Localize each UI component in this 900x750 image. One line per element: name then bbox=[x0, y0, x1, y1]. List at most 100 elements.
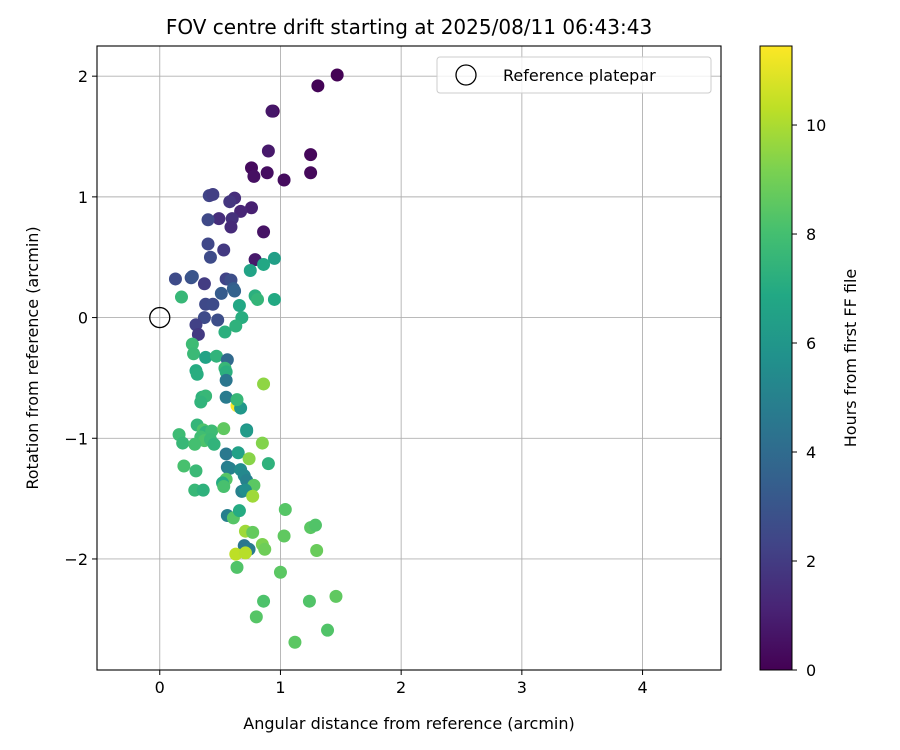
data-point bbox=[246, 525, 260, 539]
chart-title: FOV centre drift starting at 2025/08/11 … bbox=[166, 15, 652, 39]
data-point bbox=[209, 349, 223, 363]
data-point bbox=[265, 104, 279, 118]
data-point bbox=[231, 446, 245, 460]
data-point bbox=[177, 459, 191, 473]
data-point bbox=[191, 327, 205, 341]
colorbar-tick-label: 8 bbox=[806, 225, 816, 244]
colorbar: 0 2 4 6 8 10 Hours from first FF file bbox=[759, 45, 860, 680]
data-point bbox=[168, 272, 182, 286]
data-point bbox=[206, 187, 220, 201]
data-point bbox=[273, 565, 287, 579]
data-point bbox=[243, 263, 257, 277]
data-point bbox=[240, 424, 254, 438]
data-point bbox=[246, 489, 260, 503]
data-point bbox=[201, 213, 215, 227]
data-point bbox=[267, 292, 281, 306]
x-tick-label: 3 bbox=[517, 678, 527, 697]
x-tick-label: 4 bbox=[637, 678, 647, 697]
data-point bbox=[249, 610, 263, 624]
data-point bbox=[201, 237, 215, 251]
data-point bbox=[207, 437, 221, 451]
legend-box bbox=[436, 56, 712, 94]
data-point bbox=[174, 290, 188, 304]
data-point bbox=[251, 292, 265, 306]
x-tick-label: 0 bbox=[155, 678, 165, 697]
data-point bbox=[212, 212, 226, 226]
data-point bbox=[217, 243, 231, 257]
data-point bbox=[206, 297, 220, 311]
data-point bbox=[229, 547, 243, 561]
data-point bbox=[288, 635, 302, 649]
data-point bbox=[188, 437, 202, 451]
data-point bbox=[224, 220, 238, 234]
data-point bbox=[257, 257, 271, 271]
data-point bbox=[330, 68, 344, 82]
x-tick-label: 2 bbox=[396, 678, 406, 697]
data-point bbox=[176, 436, 190, 450]
data-point bbox=[258, 542, 272, 556]
data-point bbox=[217, 480, 231, 494]
data-point bbox=[308, 518, 322, 532]
data-point bbox=[255, 436, 269, 450]
data-point bbox=[329, 589, 343, 603]
data-point bbox=[218, 325, 232, 339]
legend: Reference platepar bbox=[436, 56, 712, 94]
y-tick-label: −1 bbox=[64, 429, 88, 448]
data-point bbox=[310, 544, 324, 558]
data-point bbox=[321, 623, 335, 637]
data-point bbox=[267, 251, 281, 265]
data-point bbox=[223, 461, 237, 475]
data-point bbox=[223, 195, 237, 209]
colorbar-tick-label: 2 bbox=[806, 552, 816, 571]
data-point bbox=[257, 377, 271, 391]
colorbar-gradient bbox=[759, 45, 793, 671]
data-point bbox=[261, 457, 275, 471]
data-point bbox=[234, 204, 248, 218]
data-point bbox=[278, 502, 292, 516]
data-point bbox=[190, 367, 204, 381]
legend-label: Reference platepar bbox=[503, 66, 656, 85]
data-point bbox=[217, 422, 231, 436]
data-point bbox=[194, 395, 208, 409]
legend-marker-icon bbox=[455, 64, 477, 86]
data-point bbox=[247, 169, 261, 183]
data-point bbox=[211, 313, 225, 327]
data-point bbox=[219, 447, 233, 461]
scatter-points bbox=[168, 68, 344, 649]
data-point bbox=[304, 166, 318, 180]
colorbar-tick-label: 4 bbox=[806, 443, 816, 462]
plot-frame bbox=[96, 45, 722, 671]
data-point bbox=[228, 284, 242, 298]
data-point bbox=[185, 337, 199, 351]
data-point bbox=[230, 393, 244, 407]
colorbar-ticks: 0 2 4 6 8 10 bbox=[792, 116, 826, 680]
colorbar-tick-label: 6 bbox=[806, 334, 816, 353]
colorbar-tick-label: 10 bbox=[806, 116, 826, 135]
data-point bbox=[238, 546, 252, 560]
y-tick-label: 0 bbox=[78, 309, 88, 328]
data-point bbox=[302, 594, 316, 608]
data-point bbox=[219, 373, 233, 387]
data-point bbox=[232, 504, 246, 518]
colorbar-label: Hours from first FF file bbox=[841, 269, 860, 448]
data-point bbox=[244, 201, 258, 215]
y-tick-label: −2 bbox=[64, 550, 88, 569]
data-point bbox=[197, 311, 211, 325]
data-point bbox=[277, 529, 291, 543]
data-point bbox=[187, 347, 201, 361]
x-axis-ticks: 0 1 2 3 4 bbox=[155, 670, 648, 697]
data-point bbox=[304, 148, 318, 162]
data-point bbox=[229, 319, 243, 333]
data-point bbox=[257, 225, 271, 239]
data-point bbox=[196, 483, 210, 497]
x-tick-label: 1 bbox=[275, 678, 285, 697]
y-tick-label: 1 bbox=[78, 188, 88, 207]
x-axis-label: Angular distance from reference (arcmin) bbox=[243, 714, 574, 733]
data-point bbox=[185, 270, 199, 284]
data-point bbox=[311, 79, 325, 93]
data-point bbox=[199, 350, 213, 364]
data-point bbox=[261, 144, 275, 158]
colorbar-tick-label: 0 bbox=[806, 661, 816, 680]
data-point bbox=[189, 464, 203, 478]
